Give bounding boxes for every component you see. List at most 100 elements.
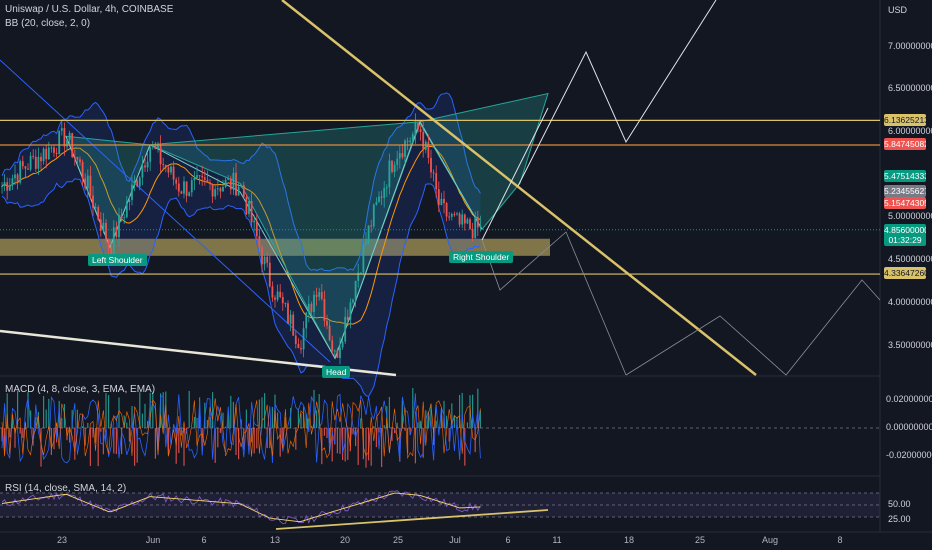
candle-body: [341, 341, 344, 348]
macd-indicator-label[interactable]: MACD (4, 8, close, 3, EMA, EMA): [5, 384, 156, 395]
candle-body: [149, 147, 152, 162]
candle-body: [27, 168, 29, 170]
candle-body: [201, 175, 204, 178]
macd-histogram-bar: [230, 395, 232, 428]
macd-histogram-bar: [295, 428, 297, 450]
candle-body: [60, 128, 63, 131]
candle-body: [89, 175, 92, 196]
macd-histogram-bar: [24, 428, 26, 430]
rsi-ma-line: [1, 492, 481, 523]
macd-histogram-bar: [290, 408, 292, 428]
time-tick-label: 25: [694, 535, 706, 545]
macd-histogram-bar: [238, 428, 240, 460]
candle-body: [162, 164, 165, 166]
candle-body: [19, 161, 22, 183]
candle-body: [63, 128, 66, 147]
candle-body: [370, 225, 373, 227]
macd-histogram-bar: [414, 428, 416, 464]
candle-body: [214, 189, 217, 197]
candle-body: [222, 186, 224, 192]
candle-body: [242, 185, 245, 198]
time-tick-label: 11: [552, 535, 562, 545]
macd-histogram-bar: [71, 410, 73, 428]
candle-body: [461, 214, 464, 225]
price-badge: 5.15474305: [884, 197, 926, 209]
candle-body: [417, 122, 419, 130]
macd-histogram-bar: [375, 428, 377, 448]
candle-body: [118, 215, 120, 238]
candle-body: [349, 302, 352, 320]
candle-body: [167, 167, 170, 173]
candle-body: [183, 181, 185, 194]
candle-body: [237, 186, 240, 196]
bollinger-upper: [1, 92, 481, 272]
macd-histogram-bar: [76, 409, 78, 428]
candle-body: [144, 165, 146, 168]
candle-body: [58, 130, 61, 155]
macd-histogram-bar: [342, 428, 344, 461]
candle-body: [81, 162, 84, 179]
macd-histogram-bar: [30, 410, 32, 428]
candle-body: [284, 303, 287, 305]
macd-histogram-bar: [14, 428, 16, 448]
macd-histogram-bar: [310, 425, 312, 428]
macd-signal-line: [1, 398, 481, 460]
candle-body: [154, 144, 157, 149]
macd-histogram-bar: [383, 425, 385, 428]
candle-body: [362, 244, 365, 273]
candle-body: [240, 185, 243, 187]
candle-body: [315, 294, 318, 297]
bb-indicator-label[interactable]: BB (20, close, 2, 0): [5, 18, 91, 29]
candle-body: [92, 195, 94, 208]
candle-body: [115, 227, 118, 238]
candle-body: [359, 272, 362, 274]
macd-histogram-bar: [136, 428, 138, 463]
macd-histogram-bar: [243, 428, 245, 450]
macd-histogram-bar: [256, 428, 258, 449]
macd-histogram-bar: [219, 428, 221, 433]
macd-histogram-bar: [40, 428, 42, 467]
macd-histogram-bar: [178, 428, 180, 454]
macd-histogram-bar: [58, 400, 60, 428]
macd-histogram-bar: [336, 428, 338, 454]
candle-body: [47, 147, 50, 160]
macd-histogram-bar: [121, 428, 123, 455]
macd-histogram-bar: [1, 428, 3, 442]
rsi-indicator-label[interactable]: RSI (14, close, SMA, 14, 2): [5, 483, 127, 494]
macd-histogram-bar: [35, 417, 37, 428]
candle-body: [372, 204, 375, 227]
candle-body: [292, 314, 295, 336]
candle-body: [97, 207, 100, 220]
candle-body: [198, 175, 201, 177]
candle-body: [79, 159, 81, 163]
macd-histogram-bar: [105, 393, 107, 428]
macd-histogram-bar: [394, 428, 396, 434]
macd-histogram-bar: [50, 428, 52, 456]
candle-body: [448, 216, 451, 218]
candle-body: [435, 173, 438, 190]
pattern-drawing: [0, 59, 549, 363]
macd-histogram-bar: [331, 428, 333, 462]
price-badge: 4.33647260: [884, 267, 926, 279]
left-shoulder-label: Left Shoulder: [88, 254, 147, 266]
macd-histogram-bar: [147, 420, 149, 428]
price-badge: 5.84745082: [884, 138, 926, 150]
candle-body: [151, 144, 154, 148]
candle-body: [263, 256, 266, 265]
candle-body: [336, 350, 339, 358]
macd-histogram-bar: [477, 388, 479, 428]
candle-body: [409, 140, 412, 142]
candle-body: [458, 213, 461, 225]
candle-body: [450, 214, 453, 217]
macd-histogram-bar: [381, 428, 383, 468]
macd-histogram-bar: [95, 428, 97, 443]
candle-body: [253, 220, 256, 223]
macd-histogram-bar: [459, 395, 461, 428]
macd-histogram-bar: [157, 428, 159, 450]
candle-body: [86, 175, 89, 189]
macd-histogram-bar: [422, 428, 424, 458]
candle-body: [232, 172, 235, 190]
candle-body: [37, 156, 40, 169]
candle-body: [310, 303, 313, 312]
